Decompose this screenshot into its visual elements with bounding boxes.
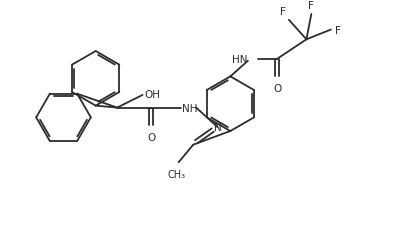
Text: F: F [308, 1, 314, 11]
Text: CH₃: CH₃ [168, 169, 186, 179]
Text: O: O [147, 133, 155, 142]
Text: O: O [273, 84, 281, 94]
Text: N: N [214, 123, 222, 133]
Text: HN: HN [233, 55, 248, 65]
Text: OH: OH [144, 89, 160, 100]
Text: F: F [335, 25, 341, 35]
Text: F: F [280, 7, 286, 17]
Text: NH: NH [182, 103, 197, 113]
